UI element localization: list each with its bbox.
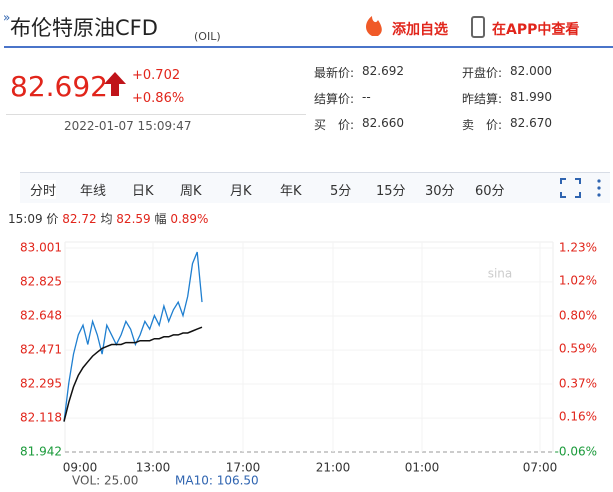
ma10-label: MA10: 106.50 [175,474,259,488]
x-tick-label: 13:00 [136,461,171,475]
x-tick-label: 01:00 [405,461,440,475]
chart: sina 81.942 82.118 82.295 82.471 82.648 82.82… [20,241,597,488]
title: 布伦特原油CFD [10,16,158,40]
stat-label: 结算价: [314,92,355,106]
open-app[interactable]: 在APP中查看 [492,22,580,38]
info-price-label: 价 [46,212,59,226]
y-tick-label: 82.648 [20,309,62,323]
y2-tick-label: 1.23% [559,241,597,255]
up-arrow [104,72,126,96]
change-pct: +0.86% [132,91,185,106]
x-tick-label: 09:00 [63,461,98,475]
vol-label: VOL: 25.00 [72,474,138,488]
tab[interactable]: 15分 [376,184,406,199]
tab[interactable]: 30分 [425,184,455,199]
phone-icon [471,16,485,38]
header-art: » [3,11,613,48]
change: +0.702 [132,68,181,83]
info-avg: 82.59 [116,212,151,226]
stat-label: 最新价: [314,66,355,80]
y-tick-label: 81.942 [20,445,62,459]
info-amp-label: 幅 [154,212,167,226]
tab[interactable]: 月K [230,184,252,199]
price-line [63,326,203,422]
y2-tick-label: 0.59% [559,342,597,356]
tab-bar: 分时 年线 日K 周K 月K 年K 5分 15分 30分 60分 [20,172,610,203]
add-watch[interactable]: 添加自选 [392,22,448,38]
x-tick-label: 07:00 [523,461,558,475]
dot [597,179,601,183]
tab[interactable]: 日K [132,184,154,199]
y2-tick-label: 1.02% [559,274,597,288]
stat-value: 82.692 [362,64,404,78]
y2-tick-label: 0.80% [559,309,597,323]
y-tick-label: 83.001 [20,241,62,255]
tab[interactable]: 60分 [475,184,505,199]
stat-label: 买 价: [314,118,355,132]
tool-icons[interactable] [558,176,608,200]
code: (OIL) [194,30,221,43]
y-tick-label: 82.471 [20,343,62,357]
stat-label: 开盘价: [462,66,503,80]
tab[interactable]: 年线 [80,184,107,199]
stat-label: 昨结算: [462,92,503,106]
price: 82.692 [10,70,108,103]
info-amp: 0.89% [170,212,209,226]
y-tick-label: 82.118 [20,411,62,425]
y2-tick-label: 0.37% [559,377,597,391]
stat-value: 81.990 [510,90,552,104]
stat-value: 82.660 [362,116,404,130]
info-line: 15:09 价 82.72 均 82.59 幅 0.89% [8,210,208,227]
stat-value: 82.670 [510,116,552,130]
dot [597,193,601,197]
price-line [63,251,203,422]
stat-value: 82.000 [510,64,552,78]
tab[interactable]: 周K [180,184,202,199]
watermark: sina [488,267,513,281]
y-tick-label: 82.295 [20,377,62,391]
fire-icon [366,16,382,36]
info-time: 15:09 [8,212,43,226]
info-price: 82.72 [62,212,97,226]
y2-tick-label: -0.06% [555,445,597,459]
x-tick-label: 21:00 [316,461,351,475]
breadcrumb-icon: » [3,11,10,25]
y2-tick-label: 0.16% [559,410,597,424]
info-avg-label: 均 [100,212,113,226]
up-arrow-shape [104,72,126,96]
tab[interactable]: 5分 [330,184,352,199]
stat-value: -- [362,90,371,104]
dot [597,186,601,190]
x-tick-label: 17:00 [226,461,261,475]
tab[interactable]: 年K [280,184,302,199]
divider [6,114,306,115]
fullscreen-icon[interactable] [560,178,581,198]
y-tick-label: 82.825 [20,274,62,288]
tab[interactable]: 分时 [30,180,57,199]
stat-label: 卖 价: [462,118,503,132]
quote-time: 2022-01-07 15:09:47 [64,119,192,133]
